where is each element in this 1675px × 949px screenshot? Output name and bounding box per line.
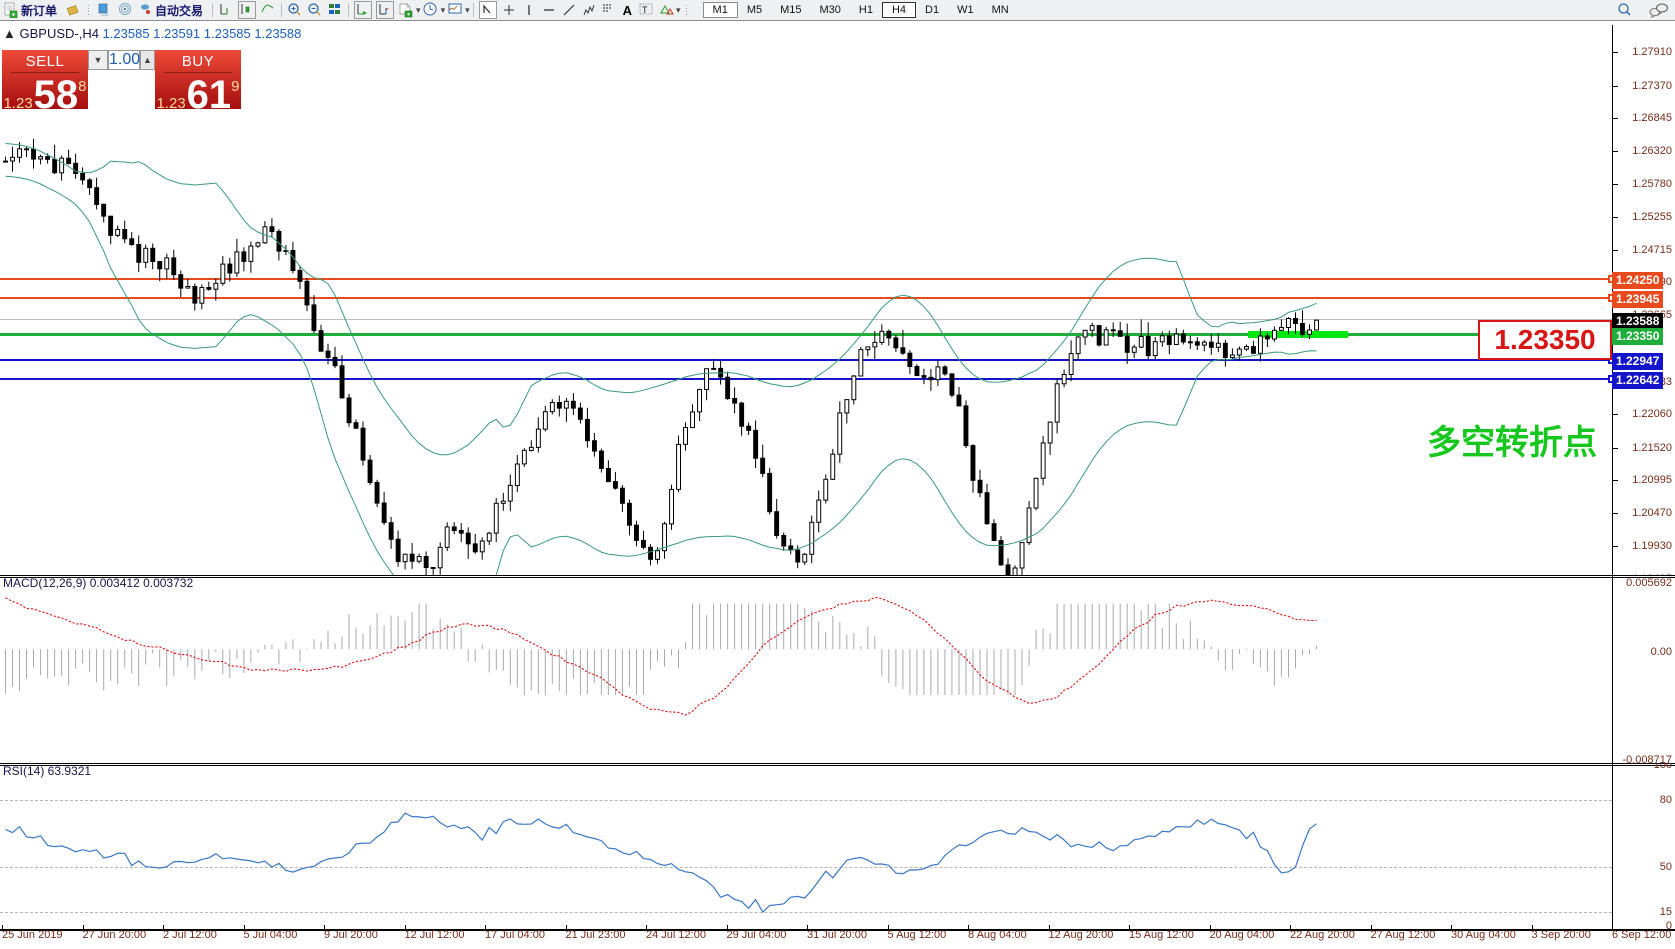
svg-text:T: T — [642, 5, 648, 15]
